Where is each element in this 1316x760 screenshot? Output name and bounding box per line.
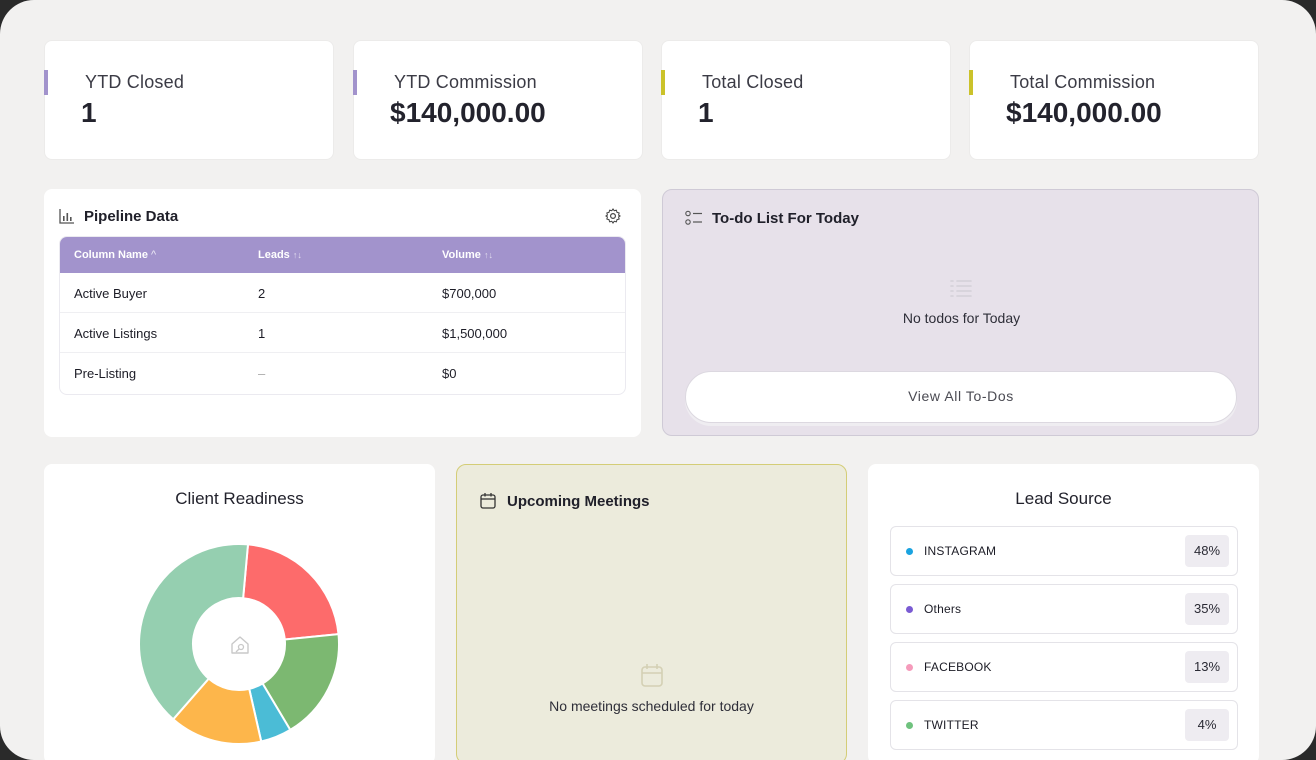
donut-segment-4[interactable] bbox=[139, 544, 250, 721]
view-all-todos-button[interactable]: View All To-Dos bbox=[685, 371, 1237, 423]
cell-leads: 2 bbox=[258, 286, 266, 301]
stat-label: YTD Closed bbox=[85, 72, 185, 92]
todo-empty-text: No todos for Today bbox=[902, 310, 1021, 326]
source-name: INSTAGRAM bbox=[924, 544, 997, 558]
table-row[interactable]: Active Buyer 2 $700,000 bbox=[60, 273, 625, 313]
table-header: Column Name ^ Leads ↑↓ Volume ↑↓ bbox=[60, 237, 625, 273]
source-dot bbox=[906, 664, 913, 671]
meetings-empty-text: No meetings scheduled for today bbox=[549, 698, 754, 714]
gear-icon[interactable] bbox=[604, 207, 622, 225]
sort-icon: ↑↓ bbox=[292, 250, 302, 260]
calendar-empty-icon bbox=[641, 664, 663, 687]
stat-accent-bar bbox=[969, 70, 973, 95]
stat-value: $140,000.00 bbox=[390, 97, 546, 128]
column-header-leads[interactable]: Leads ↑↓ bbox=[258, 249, 302, 261]
cell-volume: $700,000 bbox=[442, 286, 497, 301]
table-row[interactable]: Pre-Listing – $0 bbox=[60, 353, 625, 393]
calendar-icon bbox=[480, 493, 496, 509]
stat-label: YTD Commission bbox=[394, 72, 537, 92]
stat-accent-bar bbox=[353, 70, 357, 95]
house-key-icon bbox=[231, 636, 249, 654]
lead-source-item[interactable]: Others 35% bbox=[890, 584, 1238, 634]
todo-card: To-do List For Today No todos for Today … bbox=[662, 189, 1259, 436]
sort-asc-icon: ^ bbox=[151, 249, 157, 261]
client-readiness-card: Client Readiness bbox=[44, 464, 435, 760]
pipeline-card: Pipeline Data Column Name ^ Leads ↑↓ Vol… bbox=[44, 189, 641, 437]
stat-card-ytd-closed: YTD Closed 1 bbox=[44, 40, 334, 160]
meetings-title: Upcoming Meetings bbox=[507, 493, 650, 510]
bar-chart-icon bbox=[59, 209, 74, 224]
meetings-card: Upcoming Meetings No meetings scheduled … bbox=[456, 464, 847, 760]
pipeline-title: Pipeline Data bbox=[84, 208, 179, 225]
source-percent: 35% bbox=[1185, 593, 1229, 625]
cell-leads: – bbox=[258, 366, 266, 381]
cell-name: Pre-Listing bbox=[74, 366, 137, 381]
stat-card-ytd-commission: YTD Commission $140,000.00 bbox=[353, 40, 643, 160]
source-percent: 13% bbox=[1185, 651, 1229, 683]
stat-value: 1 bbox=[81, 97, 97, 128]
cell-name: Active Buyer bbox=[74, 286, 147, 301]
stat-value: $140,000.00 bbox=[1006, 97, 1162, 128]
column-header-volume[interactable]: Volume ↑↓ bbox=[442, 249, 493, 261]
sort-icon: ↑↓ bbox=[483, 250, 493, 260]
stat-value: 1 bbox=[698, 97, 714, 128]
source-name: Others bbox=[924, 602, 962, 616]
stat-card-total-closed: Total Closed 1 bbox=[661, 40, 951, 160]
cell-leads: 1 bbox=[258, 326, 266, 341]
cell-name: Active Listings bbox=[74, 326, 158, 341]
lead-source-item[interactable]: INSTAGRAM 48% bbox=[890, 526, 1238, 576]
lead-source-card: Lead Source INSTAGRAM 48% Others 35% FAC… bbox=[868, 464, 1259, 760]
lead-source-item[interactable]: TWITTER 4% bbox=[890, 700, 1238, 750]
source-name: FACEBOOK bbox=[924, 660, 992, 674]
cell-volume: $1,500,000 bbox=[442, 326, 508, 341]
todo-title: To-do List For Today bbox=[712, 210, 859, 227]
stat-label: Total Closed bbox=[702, 72, 804, 92]
source-percent: 48% bbox=[1185, 535, 1229, 567]
source-name: TWITTER bbox=[924, 718, 979, 732]
lead-source-item[interactable]: FACEBOOK 13% bbox=[890, 642, 1238, 692]
list-icon bbox=[950, 280, 972, 297]
source-dot bbox=[906, 606, 913, 613]
stat-label: Total Commission bbox=[1010, 72, 1156, 92]
cell-volume: $0 bbox=[442, 366, 457, 381]
stat-card-total-commission: Total Commission $140,000.00 bbox=[969, 40, 1259, 160]
source-dot bbox=[906, 548, 913, 555]
readiness-title: Client Readiness bbox=[175, 489, 304, 508]
source-percent: 4% bbox=[1185, 709, 1229, 741]
pipeline-table: Column Name ^ Leads ↑↓ Volume ↑↓ Active … bbox=[59, 236, 626, 395]
donut-segment-0[interactable] bbox=[242, 544, 339, 641]
stat-accent-bar bbox=[661, 70, 665, 95]
table-row[interactable]: Active Listings 1 $1,500,000 bbox=[60, 313, 625, 353]
lead-source-title: Lead Source bbox=[1015, 489, 1112, 508]
checklist-icon bbox=[685, 210, 702, 225]
column-header-name[interactable]: Column Name ^ bbox=[74, 249, 157, 261]
stat-accent-bar bbox=[44, 70, 48, 95]
